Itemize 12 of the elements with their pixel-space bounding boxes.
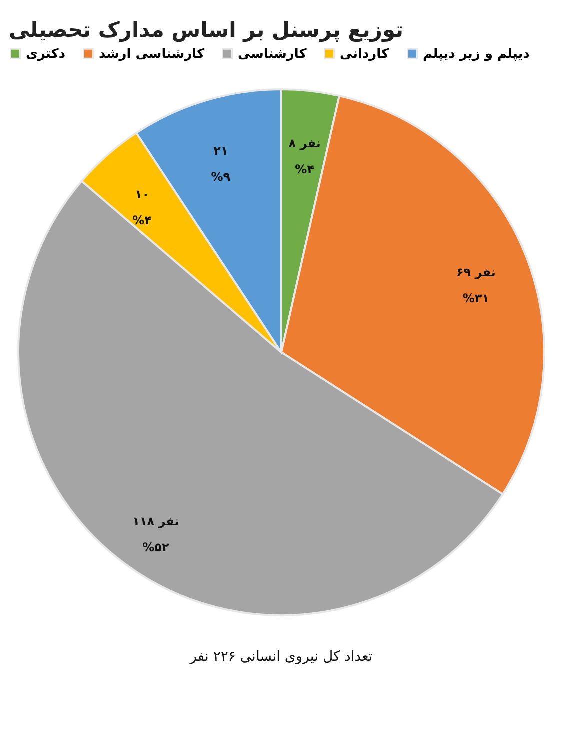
data-label: ۱۰ %۴ bbox=[132, 188, 152, 228]
legend-label: کاردانی bbox=[340, 46, 390, 62]
data-label: ۶۹ نفر %۳۱ bbox=[456, 266, 496, 306]
text: تعداد کل نیروی انسانی ۲۲۶ نفر bbox=[189, 649, 373, 665]
legend-label: کارشناسی ارشد bbox=[99, 46, 206, 62]
data-label: ۸ نفر %۴ bbox=[288, 136, 321, 176]
data-label: ۲۱ %۹ bbox=[211, 144, 232, 184]
chart-title: توزیع پرسنل بر اساس مدارک تحصیلی bbox=[9, 18, 404, 43]
data-label: ۱۱۸ نفر %۵۲ bbox=[132, 514, 180, 554]
legend-label: دکتری bbox=[26, 46, 66, 62]
legend-label: کارشناسی bbox=[238, 46, 308, 62]
legend-label: دیپلم و زیر دیپلم bbox=[423, 46, 530, 62]
